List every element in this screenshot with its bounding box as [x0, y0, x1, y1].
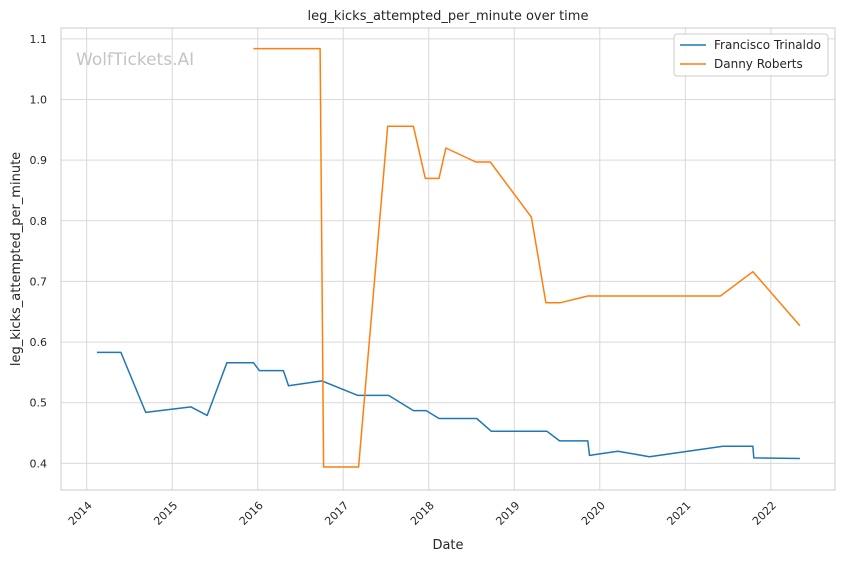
- legend-box: [673, 33, 829, 77]
- y-axis-label: leg_kicks_attempted_per_minute: [9, 152, 24, 366]
- legend: Francisco Trinaldo Danny Roberts: [673, 33, 829, 77]
- series-line-danny-roberts: [253, 47, 801, 468]
- watermark-text: WolfTickets.AI: [76, 50, 194, 70]
- y-tick-label: 0.6: [30, 336, 48, 349]
- y-tick-label: 1.1: [30, 33, 48, 46]
- series-lines: [96, 47, 801, 468]
- legend-label-danny-roberts: Danny Roberts: [714, 57, 803, 71]
- legend-label-francisco-trinaldo: Francisco Trinaldo: [714, 38, 821, 52]
- y-tick-label: 1.0: [30, 94, 48, 107]
- y-tick-label: 0.7: [30, 275, 48, 288]
- y-tick-label: 0.8: [30, 215, 48, 228]
- x-axis-label: Date: [432, 538, 463, 553]
- series-line-francisco-trinaldo: [96, 351, 800, 460]
- y-tick-label: 0.5: [30, 397, 48, 410]
- y-tick-label: 0.4: [30, 457, 48, 470]
- y-tick-labels: 0.4 0.5 0.6 0.7 0.8 0.9 1.0 1.1: [30, 33, 48, 470]
- chart-title: leg_kicks_attempted_per_minute over time: [308, 9, 589, 24]
- grid: [61, 28, 835, 490]
- y-tick-label: 0.9: [30, 154, 48, 167]
- plot-frame: [60, 27, 836, 491]
